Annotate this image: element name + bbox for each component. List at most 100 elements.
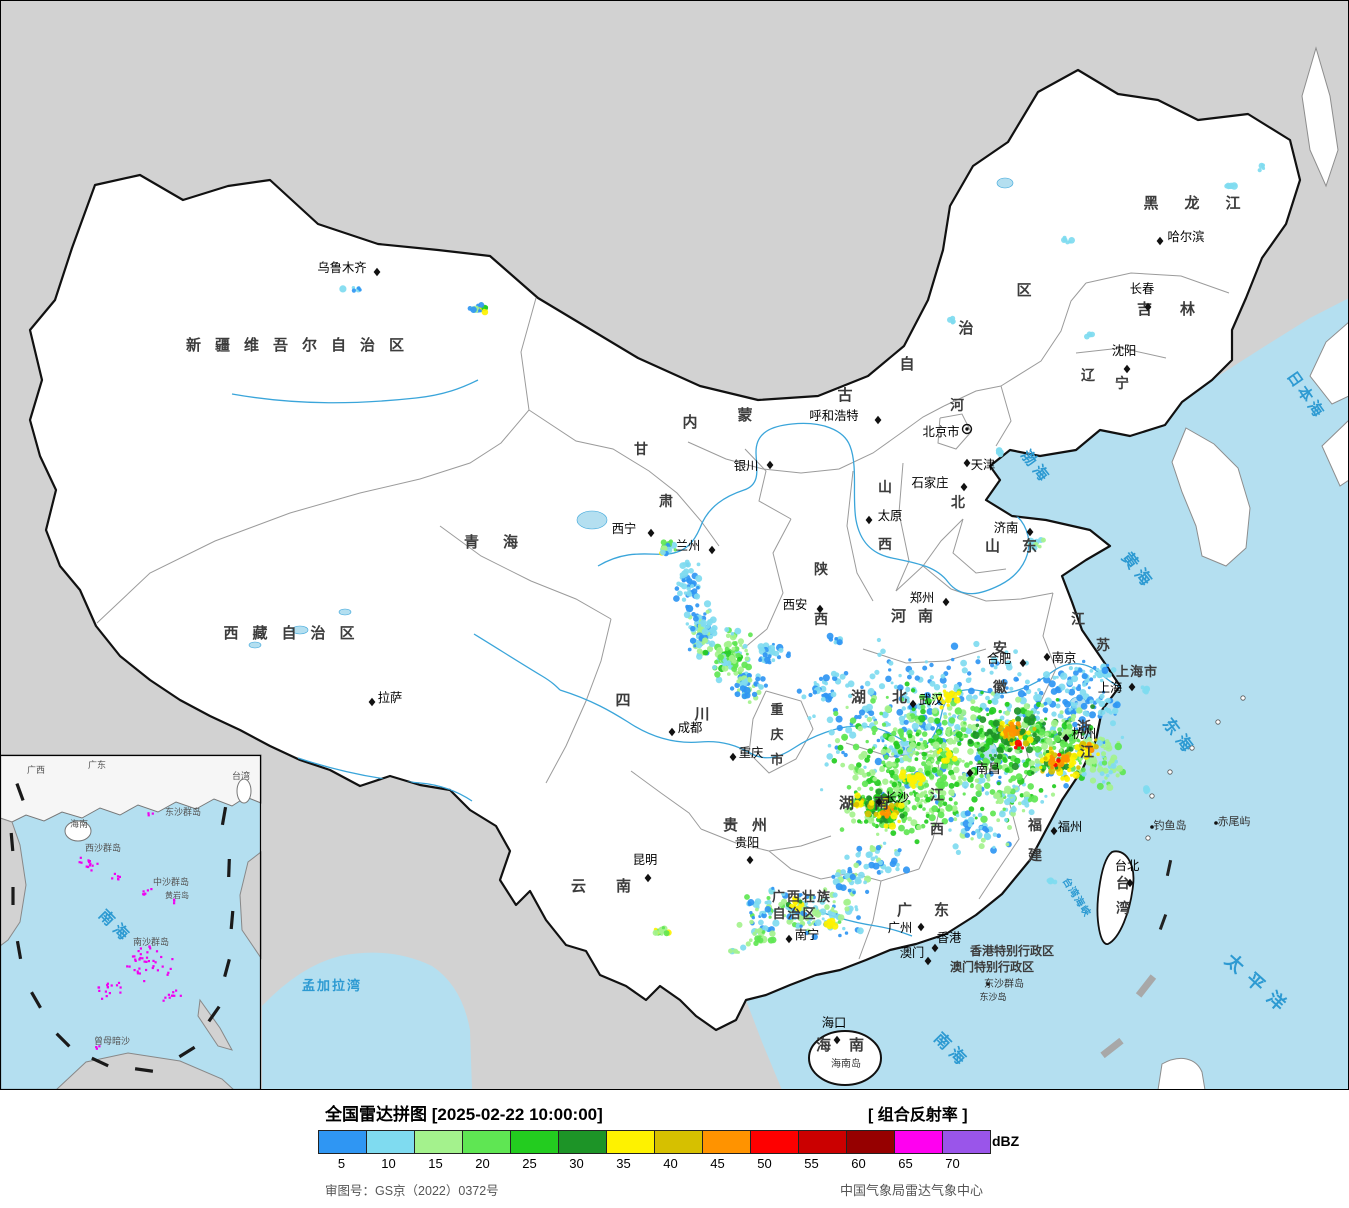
- city-label: 福州: [1058, 819, 1083, 834]
- map-area: 渤海 黄海 东海 日本海 太平洋 南海 孟加拉湾 台湾海峡 新疆维吾尔自治区 西藏自治区 青海甘肃内…: [0, 0, 1349, 1091]
- province-label: 陕: [814, 561, 828, 578]
- inset-label: 南沙群岛: [133, 936, 169, 948]
- province-label: 重: [770, 702, 783, 718]
- city-label: 海口: [822, 1015, 847, 1030]
- colorbar-value: 5: [337, 1156, 346, 1171]
- province-label: 内: [682, 413, 697, 431]
- city-marker: [647, 528, 655, 538]
- colorbar-cell: [799, 1131, 847, 1153]
- city-label: 澳门: [900, 945, 925, 960]
- inset-label: 广西: [27, 764, 45, 776]
- city-label: 长春: [1130, 282, 1155, 296]
- province-label: 西: [814, 612, 828, 628]
- city-marker: [931, 943, 939, 953]
- city-markers: 乌鲁木齐哈尔滨长春沈阳北京市天津石家庄太原呼和浩特银川西宁兰州西安 郑州济南合肥南…: [317, 229, 1204, 1045]
- legend: 全国雷达拼图 [2025-02-22 10:00:00] [ 组合反射率 ] d…: [0, 1090, 1349, 1208]
- city-label: 银川: [734, 459, 759, 473]
- island-label: 钓鱼岛: [1154, 818, 1187, 832]
- island-label: 海南岛: [831, 1057, 861, 1070]
- inset-label: 东沙群岛: [165, 806, 201, 818]
- city-label: 济南: [994, 520, 1019, 535]
- city-marker: [963, 458, 971, 468]
- inset-label: 西沙群岛: [85, 842, 121, 854]
- city-marker: [909, 699, 917, 709]
- colorbar-cell: [559, 1131, 607, 1153]
- colorbar-cell: [943, 1131, 990, 1153]
- province-label: 江: [930, 787, 944, 804]
- province-label: 江: [1071, 611, 1085, 628]
- colorbar-cell: [319, 1131, 367, 1153]
- province-label: 澳门特别行政区: [950, 959, 1034, 974]
- island-label: 赤尾屿: [1218, 815, 1251, 828]
- city-label: 南宁: [795, 927, 820, 942]
- province-label: 自: [899, 355, 914, 373]
- inset-label: 中沙群岛: [153, 876, 189, 888]
- city-marker: [966, 768, 974, 778]
- province-label: 治: [958, 319, 973, 337]
- city-label: 重庆: [739, 746, 764, 760]
- colorbar-value: 15: [428, 1156, 443, 1171]
- city-marker: [917, 922, 925, 932]
- colorbar-cell: [655, 1131, 703, 1153]
- province-label: 云南: [571, 877, 661, 895]
- province-label: 广西壮族: [772, 889, 832, 905]
- inset-label: 台湾: [232, 770, 250, 782]
- province-label: 吉林: [1137, 300, 1223, 318]
- city-marker: [729, 752, 737, 762]
- colorbar-value: 65: [898, 1156, 913, 1171]
- city-marker: [865, 515, 873, 525]
- china-radar-map: 渤海黄海东海日本海太平洋南海孟加拉湾台湾海峡新疆维吾尔自治区西藏自治区青海甘肃内…: [0, 0, 1349, 1091]
- province-label: 肃: [659, 493, 673, 510]
- sea-label: 孟加拉湾: [302, 978, 362, 994]
- province-label: 台: [1116, 875, 1130, 892]
- city-label: 太原: [878, 508, 903, 523]
- city-label: 拉萨: [378, 690, 403, 705]
- taiwan-island: [1096, 850, 1135, 945]
- colorbar-cell: [895, 1131, 943, 1153]
- city-marker: [874, 415, 882, 425]
- city-marker: [1019, 658, 1027, 668]
- city-label: 乌鲁木齐: [317, 260, 366, 275]
- colorbar-value: 10: [381, 1156, 396, 1171]
- city-marker: [875, 797, 883, 807]
- province-label: 湾: [1116, 900, 1130, 917]
- colorbar-cell: [703, 1131, 751, 1153]
- colorbar-value: 35: [616, 1156, 631, 1171]
- colorbar-value: 50: [757, 1156, 772, 1171]
- inset-label: 海南: [70, 818, 88, 830]
- island-label: 东沙岛: [979, 991, 1006, 1003]
- colorbar-cell: [415, 1131, 463, 1153]
- city-label: 西安: [783, 597, 808, 612]
- city-marker: [1050, 826, 1058, 836]
- province-label: 新疆维吾尔自治区: [186, 336, 418, 354]
- colorbar-value: 30: [569, 1156, 584, 1171]
- radar-echo-layer: [339, 162, 1266, 955]
- colorbar-cell: [847, 1131, 895, 1153]
- city-marker: [1026, 527, 1034, 537]
- city-label: 南昌: [976, 761, 1001, 776]
- city-label: 南京: [1052, 650, 1077, 665]
- province-label: 甘: [634, 441, 648, 458]
- city-marker: [924, 956, 932, 966]
- city-marker: [1043, 652, 1051, 662]
- colorbar-cell: [367, 1131, 415, 1153]
- city-label: 广州: [888, 921, 913, 935]
- province-label: 市: [770, 752, 783, 768]
- province-label: 广东: [897, 901, 971, 919]
- city-marker: [766, 460, 774, 470]
- province-label: 贵州: [723, 816, 781, 834]
- legend-title: 全国雷达拼图 [2025-02-22 10:00:00]: [325, 1105, 603, 1124]
- city-label: 成都: [678, 721, 703, 735]
- city-marker: [960, 482, 968, 492]
- province-label: 建: [1028, 847, 1042, 864]
- province-label: 西: [878, 537, 892, 553]
- province-label: 湖南: [839, 794, 909, 812]
- province-label: 江: [1080, 744, 1094, 761]
- province-label: 西: [930, 822, 944, 838]
- city-label: 昆明: [633, 853, 658, 867]
- inset-label: 黄岩岛: [165, 890, 189, 900]
- colorbar-cell: [751, 1131, 799, 1153]
- colorbar-value: 70: [945, 1156, 960, 1171]
- province-label: 宁: [1115, 375, 1129, 392]
